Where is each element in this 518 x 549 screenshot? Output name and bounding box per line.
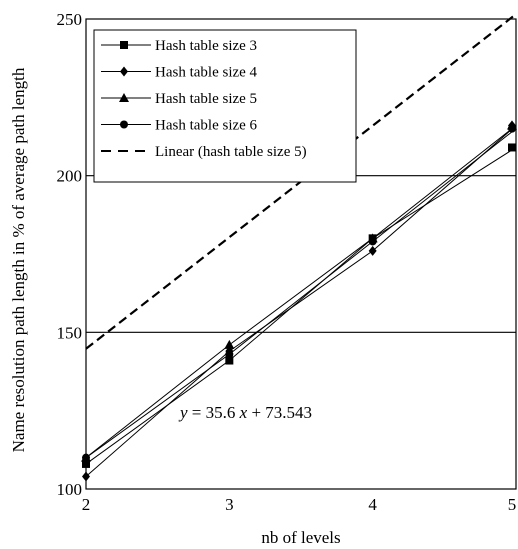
y-tick-label: 150 bbox=[57, 323, 83, 342]
x-tick-label: 5 bbox=[508, 495, 517, 514]
x-tick-label: 3 bbox=[225, 495, 234, 514]
series-line bbox=[85, 128, 517, 459]
y-axis-label: Name resolution path length in % of aver… bbox=[9, 67, 28, 452]
x-tick-label: 2 bbox=[82, 495, 91, 514]
tick-labels: 100 150 200 250 2 3 4 5 bbox=[57, 10, 517, 514]
legend-label: Hash table size 5 bbox=[155, 91, 257, 107]
data-point bbox=[82, 459, 90, 468]
legend-box bbox=[93, 29, 357, 183]
data-point bbox=[225, 350, 234, 359]
x-tick-label: 4 bbox=[368, 495, 377, 514]
legend-item: Hash table size 4 bbox=[101, 65, 258, 81]
data-point bbox=[119, 93, 129, 102]
data-point bbox=[120, 41, 128, 49]
legend-label: Hash table size 3 bbox=[155, 38, 257, 54]
legend-item: Hash table size 3 bbox=[101, 38, 257, 54]
data-point bbox=[508, 143, 516, 152]
data-point bbox=[82, 471, 90, 482]
series-line bbox=[85, 147, 517, 465]
data-point bbox=[120, 120, 128, 129]
legend-item: Hash table size 5 bbox=[101, 91, 257, 107]
equation-tail: + 73.543 bbox=[247, 403, 312, 422]
series-line bbox=[85, 125, 517, 477]
legend-label: Linear (hash table size 5) bbox=[155, 144, 307, 160]
series-layer bbox=[81, 120, 517, 482]
data-point bbox=[508, 124, 516, 133]
legend-label: Hash table size 6 bbox=[155, 118, 258, 134]
data-point bbox=[368, 237, 377, 246]
y-tick-label: 100 bbox=[57, 480, 83, 499]
equation-middle: = 35.6 bbox=[188, 403, 240, 422]
series-line bbox=[85, 125, 517, 459]
plot-frame bbox=[85, 18, 517, 490]
data-point bbox=[82, 453, 90, 462]
data-point bbox=[224, 339, 235, 349]
data-point bbox=[120, 66, 128, 77]
data-point bbox=[225, 356, 234, 365]
legend-item: Linear (hash table size 5) bbox=[101, 144, 307, 160]
legend-label: Hash table size 4 bbox=[155, 65, 258, 81]
legend: Hash table size 3 Hash table size 4 Hash t… bbox=[93, 29, 357, 183]
equation-y-variable: y bbox=[178, 403, 188, 422]
series-4 bbox=[82, 124, 517, 462]
y-tick-label: 200 bbox=[57, 167, 83, 186]
gridlines bbox=[86, 175, 516, 333]
y-tick-label: 250 bbox=[57, 10, 83, 29]
data-point bbox=[368, 245, 377, 256]
trendline-equation: y = 35.6 x + 73.543 bbox=[178, 403, 312, 422]
x-axis-label: nb of levels bbox=[261, 528, 340, 547]
equation-x-variable: x bbox=[239, 403, 248, 422]
legend-item: Hash table size 6 bbox=[101, 118, 258, 134]
